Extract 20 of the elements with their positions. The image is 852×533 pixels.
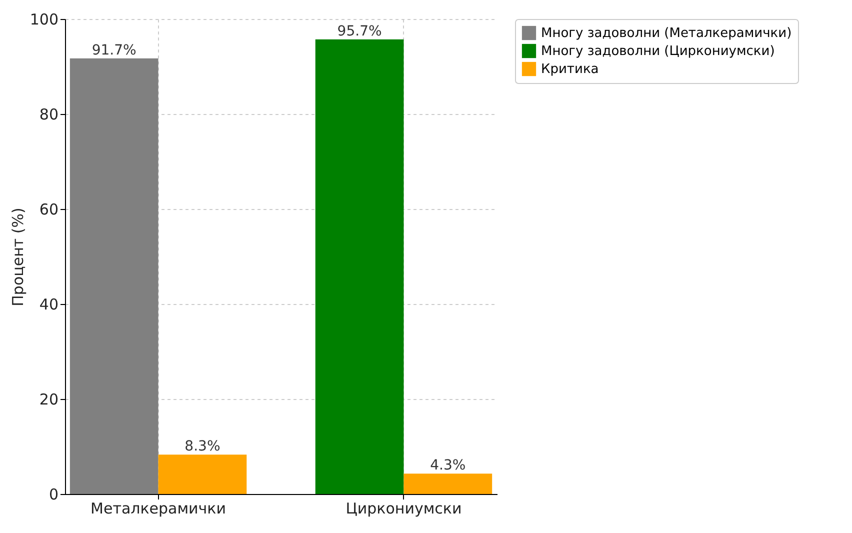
legend-label: Критика: [541, 62, 599, 77]
y-tick-label: 100: [30, 10, 58, 28]
bar: [315, 39, 404, 494]
bar: [404, 474, 492, 494]
y-tick-label: 20: [39, 390, 58, 408]
legend-label: Многу задоволни (Металкерамички): [541, 26, 792, 41]
y-axis-title: Процент (%): [8, 208, 27, 306]
data-label: 91.7%: [92, 42, 136, 58]
y-tick-label: 40: [39, 296, 58, 314]
y-tick-label: 60: [39, 200, 58, 218]
y-tick-label: 0: [48, 486, 58, 504]
bar: [158, 454, 247, 494]
bar: [70, 58, 158, 494]
legend-label: Многу задоволни (Циркониумски): [541, 44, 775, 59]
data-label: 95.7%: [337, 23, 382, 40]
x-tick-label: Металкерамички: [90, 500, 226, 518]
y-tick-label: 80: [39, 106, 58, 124]
data-label: 8.3%: [184, 438, 220, 455]
data-label: 4.3%: [430, 458, 466, 474]
x-tick-label: Циркониумски: [346, 500, 462, 518]
